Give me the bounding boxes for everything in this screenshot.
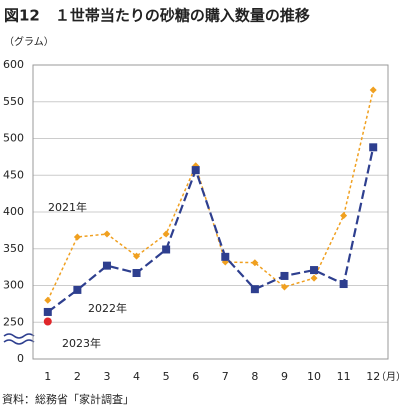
x-tick-label: 10	[307, 370, 321, 383]
point	[103, 230, 111, 238]
axis-break-label: 0	[17, 352, 24, 365]
break-wave	[3, 333, 35, 339]
y-tick-label: 300	[3, 279, 24, 292]
series-line	[47, 147, 375, 313]
point	[73, 233, 81, 241]
point	[73, 285, 82, 294]
y-tick-label: 400	[3, 205, 24, 218]
chart-title: 図12 １世帯当たりの砂糖の購入数量の推移	[4, 7, 310, 25]
point	[102, 261, 111, 270]
x-tick-label: 12	[366, 370, 380, 383]
point	[339, 280, 348, 289]
x-tick-label: 6	[192, 370, 199, 383]
point	[44, 296, 52, 304]
x-tick-label: 4	[133, 370, 140, 383]
plot-frame	[32, 64, 389, 360]
y-tick-label: 450	[3, 168, 24, 181]
y-axis-label: （グラム）	[4, 35, 54, 48]
point	[280, 283, 288, 291]
point	[221, 252, 230, 261]
x-tick-label: 3	[103, 370, 110, 383]
x-tick-label: 2	[74, 370, 81, 383]
series-label: 2023年	[62, 336, 101, 350]
point	[191, 166, 200, 175]
x-axis-label: （月）	[376, 371, 400, 383]
point	[162, 230, 170, 238]
point	[250, 285, 259, 294]
series-line	[47, 89, 374, 301]
point	[310, 274, 318, 282]
point	[162, 245, 171, 254]
y-tick-label: 350	[3, 242, 24, 255]
point	[251, 259, 259, 267]
point	[280, 271, 289, 280]
break-wave	[3, 339, 35, 345]
point	[43, 307, 52, 316]
y-tick-label: 550	[3, 95, 24, 108]
source: 資料：総務省「家計調査」	[2, 392, 134, 406]
y-tick-label: 600	[3, 58, 24, 71]
y-tick-label: 250	[3, 315, 24, 328]
point	[340, 212, 348, 220]
point	[369, 86, 377, 94]
point	[133, 252, 141, 260]
point	[132, 269, 141, 278]
x-tick-label: 9	[281, 370, 288, 383]
y-tick-label: 500	[3, 132, 24, 145]
point	[369, 143, 378, 152]
point	[43, 317, 52, 326]
point	[310, 266, 319, 275]
axis-break	[3, 333, 35, 345]
series-label: 2021年	[48, 200, 87, 214]
x-tick-label: 11	[337, 370, 351, 383]
x-tick-label: 8	[251, 370, 258, 383]
x-tick-label: 7	[222, 370, 229, 383]
x-tick-label: 1	[44, 370, 51, 383]
x-tick-label: 5	[163, 370, 170, 383]
series-label: 2022年	[88, 301, 127, 315]
